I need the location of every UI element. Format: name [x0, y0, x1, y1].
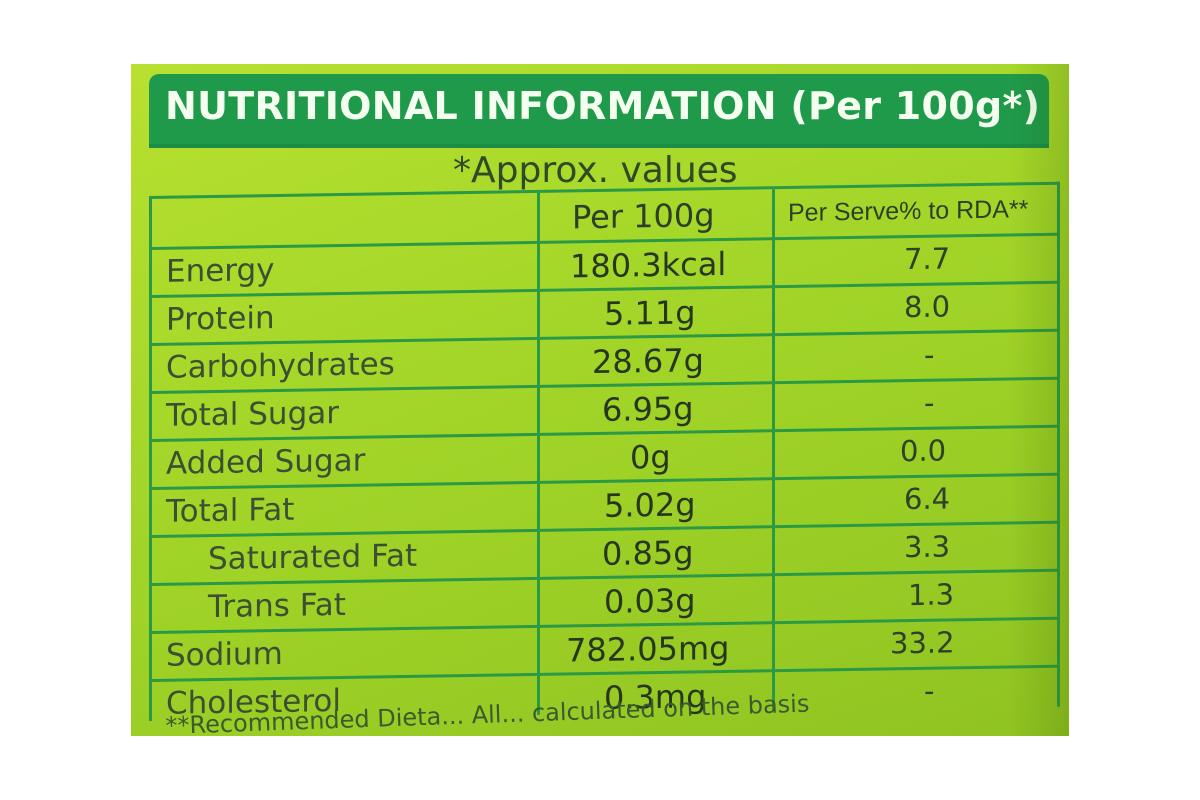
- nutrient-rda: 33.2: [890, 625, 955, 661]
- header-per-100g: Per 100g: [572, 196, 715, 237]
- header-per-serve-rda: Per Serve% to RDA**: [788, 195, 1029, 227]
- nutrient-rda: 3.3: [904, 529, 951, 565]
- nutrient-rda: 7.7: [904, 241, 951, 277]
- nutrient-name: Total Fat: [166, 491, 295, 530]
- nutrient-name: Carbohydrates: [166, 346, 395, 386]
- panel-title: NUTRITIONAL INFORMATION (Per 100g*): [165, 84, 1041, 128]
- nutrition-label-photo: NUTRITIONAL INFORMATION (Per 100g*) *App…: [131, 64, 1069, 736]
- nutrient-per-100g: 5.02g: [604, 485, 696, 525]
- nutrient-name: Trans Fat: [208, 586, 346, 626]
- nutrient-name: Energy: [166, 252, 275, 290]
- nutrient-name: Saturated Fat: [208, 537, 418, 578]
- nutrient-per-100g: 6.95g: [602, 389, 694, 429]
- nutrient-per-100g: 0g: [630, 437, 671, 477]
- nutrient-per-100g: 180.3kcal: [570, 244, 727, 286]
- nutrient-rda: -: [924, 673, 935, 708]
- nutrient-per-100g: 5.11g: [604, 293, 696, 333]
- nutrient-rda: 1.3: [908, 577, 955, 613]
- nutrient-rda: 0.0: [900, 433, 947, 469]
- nutrient-per-100g: 782.05mg: [566, 628, 730, 670]
- nutrient-rda: -: [924, 337, 935, 372]
- nutrition-table: Per 100g Per Serve% to RDA** Energy 180.…: [149, 181, 1060, 722]
- nutrient-name: Added Sugar: [166, 442, 366, 482]
- column-divider: [772, 189, 775, 712]
- nutrient-per-100g: 0.03g: [604, 581, 696, 621]
- nutrient-per-100g: 0.85g: [602, 533, 694, 573]
- title-band: [149, 74, 1049, 148]
- nutrient-name: Protein: [166, 300, 275, 338]
- column-divider: [537, 192, 540, 715]
- nutrient-rda: -: [924, 385, 935, 420]
- approx-values-note: *Approx. values: [453, 150, 738, 191]
- nutrient-rda: 8.0: [904, 289, 951, 325]
- nutrient-name: Total Sugar: [166, 395, 339, 434]
- nutrient-name: Sodium: [166, 635, 283, 674]
- nutrient-rda: 6.4: [904, 481, 951, 517]
- nutrient-per-100g: 28.67g: [592, 341, 704, 382]
